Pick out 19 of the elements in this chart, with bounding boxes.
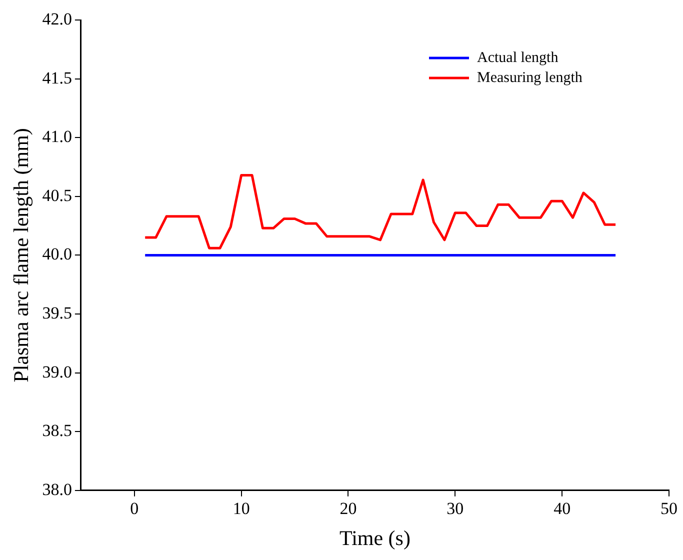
- y-tick-label: 40.0: [42, 244, 72, 264]
- y-tick-label: 39.0: [42, 362, 72, 382]
- y-tick-label: 38.5: [42, 421, 72, 440]
- x-tick-label: 40: [554, 499, 571, 518]
- y-tick-label: 42.0: [42, 9, 72, 28]
- x-tick-label: 0: [130, 499, 139, 518]
- x-tick-label: 50: [660, 499, 678, 518]
- y-tick-label: 41.5: [42, 68, 72, 88]
- y-tick-label: 38.0: [42, 480, 72, 499]
- x-tick-label: 30: [446, 499, 464, 518]
- y-tick-label: 41.0: [42, 127, 72, 146]
- x-axis-title: Time (s): [339, 526, 410, 550]
- legend-label: Measuring length: [477, 70, 583, 86]
- y-tick-label: 40.5: [42, 186, 72, 205]
- y-axis-title: Plasma arc flame length (mm): [9, 128, 34, 382]
- x-tick-label: 10: [232, 499, 250, 518]
- y-tick-label: 39.5: [42, 303, 72, 322]
- legend-label: Actual length: [477, 50, 559, 66]
- x-tick-label: 20: [340, 499, 357, 518]
